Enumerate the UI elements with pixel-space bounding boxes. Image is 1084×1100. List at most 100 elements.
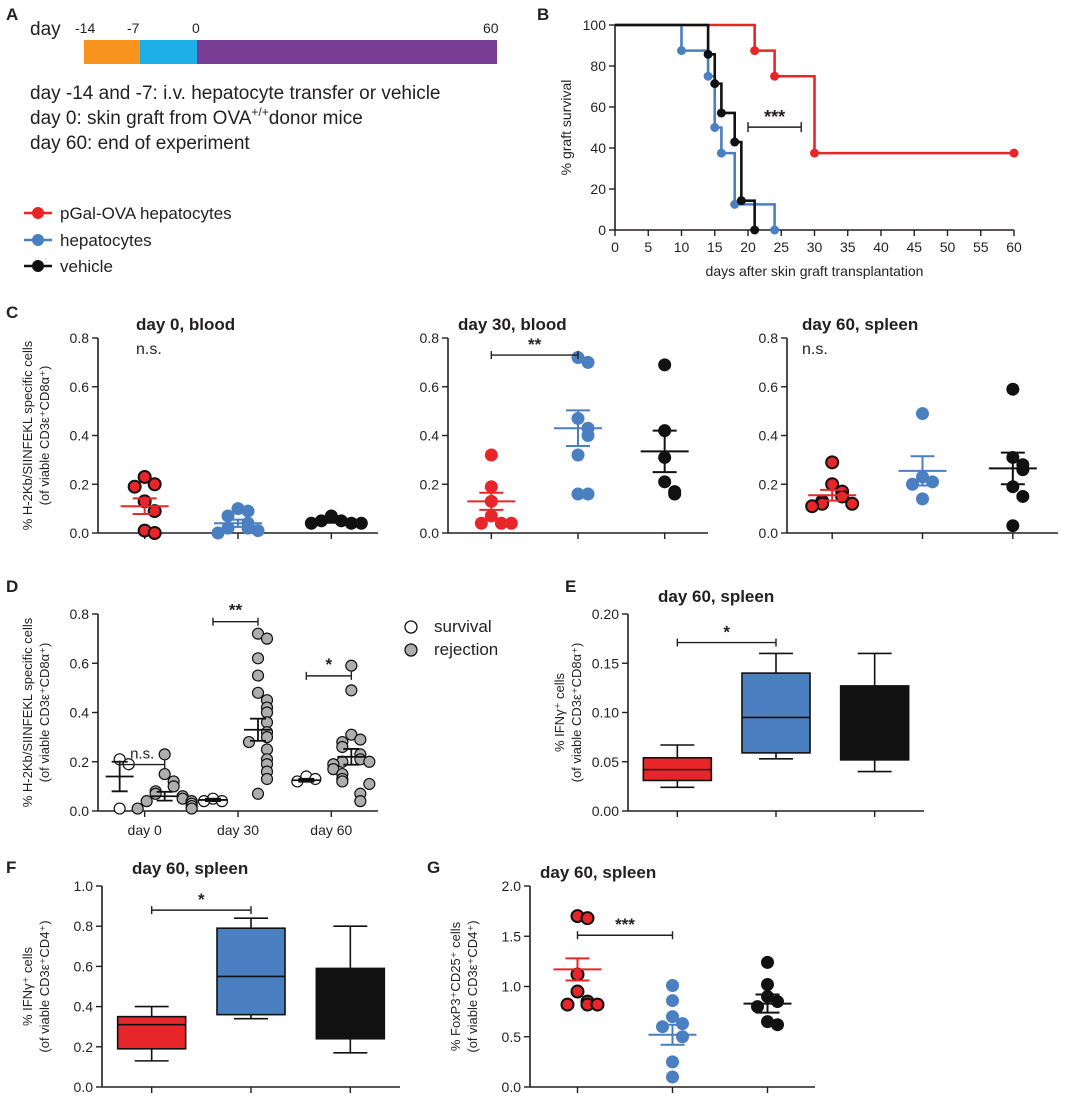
legend-label-hepatocytes: hepatocytes <box>60 231 152 250</box>
y-tick-label: 0.4 <box>759 428 779 444</box>
censor-point <box>770 71 780 81</box>
data-point-rejection <box>140 795 153 808</box>
x-tick-label: 15 <box>707 239 723 255</box>
censor-point <box>730 137 740 147</box>
censor-point <box>736 196 746 206</box>
data-point <box>484 480 498 494</box>
data-point-rejection <box>158 748 171 761</box>
legend-marker-black <box>32 260 44 272</box>
panel-a-timeline: A day -14 -7 0 60 day -14 and -7: i.v. h… <box>6 5 499 154</box>
censor-point <box>750 46 760 56</box>
y-tick-label: 0.2 <box>74 1039 94 1055</box>
y-tick-label: 0.20 <box>592 606 619 622</box>
y-tick-label: 0.0 <box>74 1079 94 1095</box>
data-point <box>666 1055 679 1069</box>
significance-label: ** <box>528 335 542 354</box>
y-tick-label: 0.15 <box>592 655 619 671</box>
y-tick-label: 2.0 <box>502 878 522 894</box>
timeline-desc-line-1: day -14 and -7: i.v. hepatocyte transfer… <box>30 83 440 104</box>
censor-point <box>810 148 819 158</box>
timeline-segment-day-minus14 <box>84 40 140 64</box>
timeline-desc-line-2a: day 0: skin graft from OVA <box>30 108 252 129</box>
data-point <box>304 516 318 530</box>
y-tick-label: 0.4 <box>70 428 90 444</box>
x-tick-label: day 60 <box>310 822 352 838</box>
legend-marker-blue <box>32 234 44 246</box>
y-tick-label: 0.6 <box>420 379 440 395</box>
data-point <box>147 526 162 540</box>
y-axis-label: % IFNγ⁺ cells <box>20 946 35 1026</box>
legend-marker-survival <box>404 620 418 634</box>
data-point <box>581 355 595 369</box>
panel-label-g: G <box>427 858 440 877</box>
y-tick-label: 0.2 <box>420 476 440 492</box>
data-point-rejection <box>260 632 274 645</box>
data-point <box>474 516 488 530</box>
y-axis-label: % H-2Kb/SIINFEKL specific cells <box>20 340 35 530</box>
group-legend: pGal-OVA hepatocytes hepatocytes vehicle <box>24 204 232 276</box>
box-blue <box>741 672 811 754</box>
x-tick-label: 40 <box>873 239 889 255</box>
data-point <box>658 358 672 372</box>
panel-label-b: B <box>537 5 549 24</box>
y-tick-label: 20 <box>590 181 606 197</box>
censor-point <box>703 71 713 81</box>
y-tick-label: 0.0 <box>70 525 90 541</box>
data-point <box>581 429 595 442</box>
chart-title: day 60, spleen <box>132 859 248 878</box>
y-tick-label: 40 <box>590 140 606 156</box>
y-tick-label: 1.0 <box>74 878 94 894</box>
data-point <box>571 448 585 462</box>
significance-label: *** <box>615 915 635 934</box>
timeline-tick-0: 0 <box>192 20 200 36</box>
significance-label: *** <box>764 107 785 127</box>
significance-ns: n.s. <box>136 341 162 358</box>
y-axis-label: % FoxP3⁺CD25⁺ cells <box>448 921 463 1051</box>
y-tick-label: 0.0 <box>70 803 90 819</box>
x-tick-label: 50 <box>940 239 956 255</box>
panel-g-foxp3: 0.0 0.5 1.0 1.5 2.0 % FoxP3⁺CD25⁺ cells (of vi… <box>448 863 815 1095</box>
y-tick-label: 1.0 <box>502 979 522 995</box>
panel-label-f: F <box>6 858 16 877</box>
data-point <box>761 955 774 969</box>
y-tick-label: 0.6 <box>70 379 90 395</box>
data-point <box>484 448 498 462</box>
y-tick-label: 0.00 <box>592 803 619 819</box>
y-axis-label: (of viable CD3ε⁺CD8α⁺) <box>37 366 52 506</box>
timeline-tick-60: 60 <box>483 20 499 36</box>
data-point-rejection <box>242 735 256 749</box>
timeline-desc-line-2: day 0: skin graft from OVA+/+donor mice <box>30 105 363 129</box>
y-axis-label: % graft survival <box>558 80 574 176</box>
x-tick-label: day 30 <box>217 822 259 838</box>
significance-label: * <box>198 890 205 909</box>
y-axis-label: (of viable CD3ε⁺CD8α⁺) <box>37 643 52 783</box>
data-point-rejection <box>363 755 376 768</box>
timeline-desc-line-3: day 60: end of experiment <box>30 133 250 154</box>
data-point <box>666 1070 679 1084</box>
data-point <box>771 1018 784 1032</box>
legend-label-pgal: pGal-OVA hepatocytes <box>60 204 232 223</box>
data-point <box>1006 382 1020 396</box>
chart-title: day 60, spleen <box>540 863 656 882</box>
significance-label: ** <box>229 601 243 620</box>
timeline-segment-day-minus7 <box>140 40 197 64</box>
survival-curve-pgal-ova-hepatocytes <box>615 23 1014 155</box>
panel-c-day30-blood: 0.0 0.2 0.4 0.6 0.8 day 30, blood** <box>420 315 708 541</box>
chart-title: day 60, spleen <box>802 315 918 334</box>
data-point-rejection <box>354 733 367 746</box>
y-axis-label: (of viable CD3ε⁺CD4⁺) <box>37 920 52 1052</box>
panel-label-c: C <box>6 303 18 322</box>
y-tick-label: 0.6 <box>74 958 94 974</box>
data-point <box>666 994 679 1008</box>
data-point <box>825 455 840 470</box>
data-point <box>484 509 498 523</box>
x-tick-label: 25 <box>773 239 789 255</box>
data-point-rejection <box>158 767 171 781</box>
data-point-rejection <box>251 686 265 699</box>
data-point-rejection <box>363 777 376 791</box>
data-point <box>504 516 518 530</box>
data-point <box>906 477 919 491</box>
y-axis-label: % IFNγ⁺ cells <box>552 672 567 752</box>
box-blue <box>216 927 286 1016</box>
